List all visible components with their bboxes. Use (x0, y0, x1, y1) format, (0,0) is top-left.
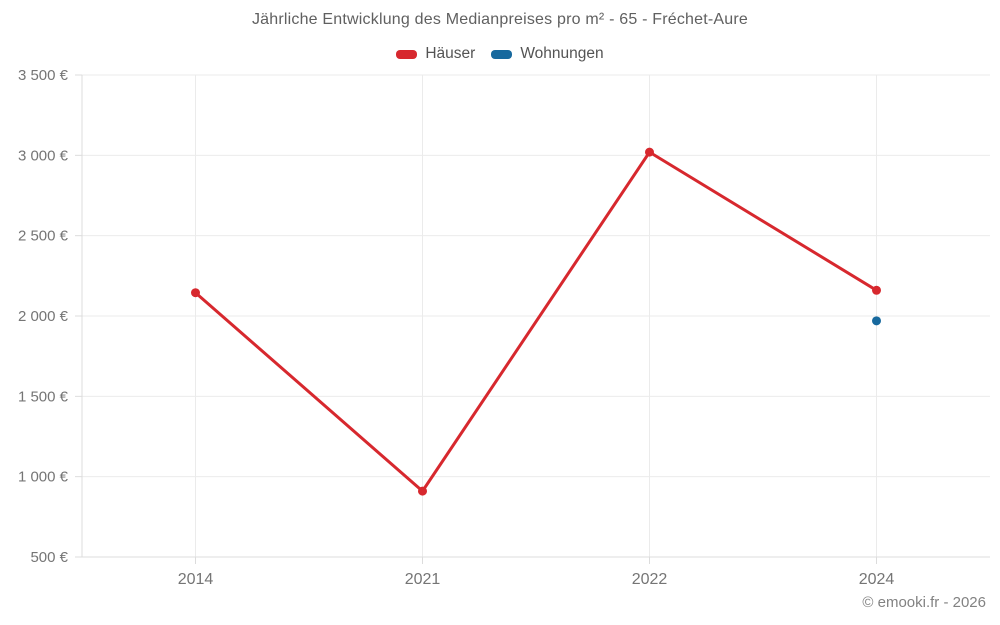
data-point-wohnungen[interactable] (872, 316, 881, 326)
y-tick-label: 2 500 € (18, 228, 69, 245)
x-tick-label: 2014 (178, 571, 214, 588)
legend-swatch-wohnungen (491, 49, 513, 59)
x-tick-label: 2022 (632, 571, 668, 588)
x-tick-label: 2021 (405, 571, 441, 588)
legend-item-haeuser[interactable]: Häuser (396, 45, 475, 63)
legend-swatch-haeuser (396, 49, 418, 59)
y-tick-label: 3 500 € (18, 67, 69, 84)
x-tick-label: 2024 (859, 571, 895, 588)
data-point-häuser[interactable] (645, 147, 654, 157)
data-point-häuser[interactable] (872, 285, 881, 295)
y-tick-label: 500 € (30, 549, 68, 566)
y-tick-label: 1 500 € (18, 388, 69, 405)
data-point-häuser[interactable] (418, 486, 427, 496)
legend-item-wohnungen[interactable]: Wohnungen (491, 45, 604, 63)
y-tick-label: 3 000 € (18, 147, 69, 164)
copyright-text: © emooki.fr - 2026 (862, 594, 986, 611)
y-tick-label: 2 000 € (18, 308, 69, 325)
series-line-häuser (194, 150, 878, 493)
data-point-häuser[interactable] (191, 288, 200, 298)
legend-label-haeuser: Häuser (425, 45, 476, 62)
legend-label-wohnungen: Wohnungen (520, 45, 604, 62)
chart-legend: Häuser Wohnungen (0, 45, 1000, 63)
y-tick-label: 1 000 € (18, 469, 69, 486)
chart-title: Jährliche Entwicklung des Medianpreises … (251, 11, 749, 28)
